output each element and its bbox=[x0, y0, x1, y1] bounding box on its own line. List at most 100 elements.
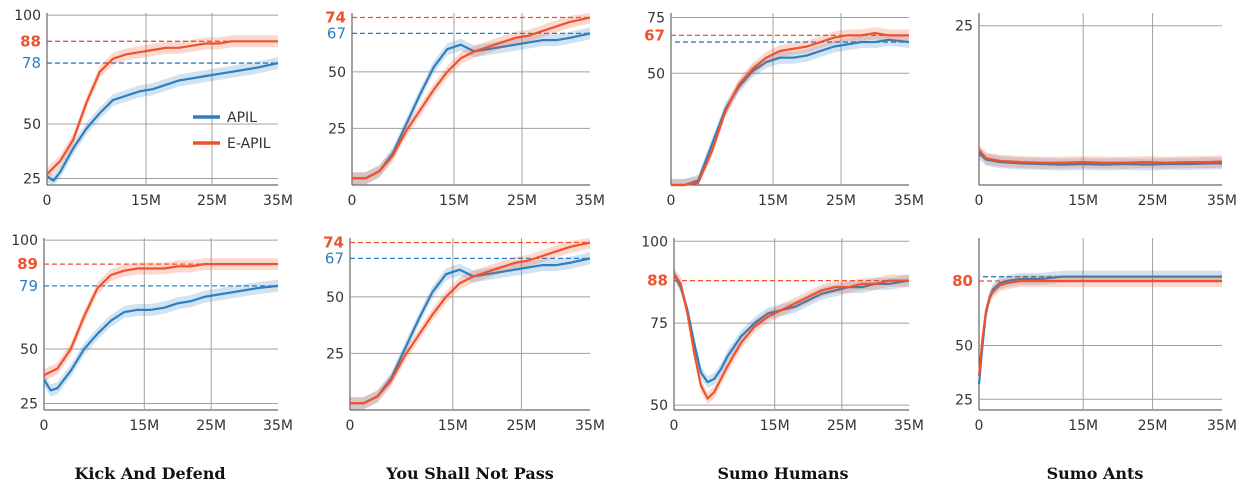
chart-panel-4: 25 0 15M 25M 35M bbox=[955, 13, 1237, 209]
x-tick-label: 15M bbox=[1068, 193, 1098, 209]
y-tick-label: 75 bbox=[650, 316, 668, 332]
x-tick-label: 15M bbox=[758, 193, 788, 209]
chart-panel-1: 25 50 100 0 15M 25M 35M 88 78 APIL E-APIL bbox=[14, 8, 293, 209]
y-tick-label: 50 bbox=[650, 398, 668, 414]
x-tick-label: 15M bbox=[760, 418, 790, 434]
y-tick-label: 50 bbox=[647, 66, 665, 82]
ref-line-label: 89 bbox=[17, 255, 38, 273]
series-line-e-apil bbox=[43, 263, 278, 377]
x-tick-label: 15M bbox=[131, 193, 161, 209]
x-tick-label: 25M bbox=[827, 418, 857, 434]
y-tick-label: 75 bbox=[647, 10, 665, 26]
ref-line-label: 74 bbox=[323, 234, 344, 252]
x-tick-label: 35M bbox=[263, 418, 293, 434]
series-line-apil bbox=[350, 257, 591, 405]
x-tick-label: 25M bbox=[506, 418, 536, 434]
y-tick-label: 25 bbox=[326, 346, 344, 362]
y-tick-label: 50 bbox=[328, 65, 346, 81]
series-line-apil bbox=[46, 62, 279, 182]
band-e-apil bbox=[350, 238, 590, 410]
series-line-apil bbox=[43, 284, 279, 392]
ref-line-label: 67 bbox=[325, 249, 344, 267]
y-tick-label: 50 bbox=[20, 342, 38, 358]
ref-line-label: 74 bbox=[325, 9, 346, 27]
x-tick-label: 15M bbox=[438, 418, 468, 434]
series-line-e-apil bbox=[977, 279, 1222, 376]
column-title-kick-and-defend: Kick And Defend bbox=[74, 464, 226, 483]
x-tick-label: 25M bbox=[826, 193, 856, 209]
ref-line-label: 88 bbox=[647, 272, 668, 290]
x-tick-label: 0 bbox=[348, 193, 357, 209]
y-tick-label: 25 bbox=[20, 396, 38, 412]
x-tick-label: 0 bbox=[43, 193, 52, 209]
x-tick-label: 25M bbox=[1138, 193, 1168, 209]
y-tick-label: 25 bbox=[328, 121, 346, 137]
x-tick-label: 35M bbox=[575, 193, 605, 209]
band-e-apil bbox=[47, 35, 278, 181]
series-line-e-apil bbox=[352, 16, 591, 180]
chart-panel-3: 50 75 0 15M 25M 35M 67 bbox=[644, 10, 924, 209]
series-line-e-apil bbox=[350, 241, 591, 405]
series-line-apil bbox=[978, 152, 1222, 166]
legend-label: APIL bbox=[227, 110, 257, 126]
ref-line-label: 80 bbox=[952, 272, 973, 290]
series-line-e-apil bbox=[978, 149, 1223, 164]
y-tick-label: 50 bbox=[326, 290, 344, 306]
y-tick-label: 100 bbox=[14, 8, 41, 24]
ref-line-label: 78 bbox=[22, 54, 41, 72]
x-tick-label: 25M bbox=[507, 193, 537, 209]
band-e-apil bbox=[44, 258, 278, 382]
chart-panel-5: 25 50 100 0 15M 25M 35M 89 79 bbox=[11, 233, 293, 434]
series-line-e-apil bbox=[671, 32, 909, 187]
band-apil bbox=[44, 279, 278, 397]
y-tick-label: 25 bbox=[955, 392, 973, 408]
x-tick-label: 35M bbox=[1207, 418, 1237, 434]
band-e-apil bbox=[979, 274, 1222, 382]
y-tick-label: 25 bbox=[23, 171, 41, 187]
x-tick-label: 0 bbox=[667, 193, 676, 209]
x-tick-label: 35M bbox=[894, 418, 924, 434]
x-tick-label: 0 bbox=[670, 418, 679, 434]
band-apil bbox=[674, 268, 909, 389]
band-apil bbox=[979, 270, 1222, 391]
series-line-apil bbox=[352, 32, 591, 180]
series-line-apil bbox=[671, 38, 910, 187]
series-line-apil bbox=[673, 273, 910, 384]
band-apil bbox=[352, 27, 590, 185]
x-tick-label: 0 bbox=[40, 418, 49, 434]
x-tick-label: 25M bbox=[196, 418, 226, 434]
y-tick-label: 25 bbox=[955, 19, 973, 35]
x-tick-label: 35M bbox=[263, 193, 293, 209]
x-tick-label: 0 bbox=[975, 193, 984, 209]
legend-label: E-APIL bbox=[227, 136, 271, 152]
ref-line-label: 67 bbox=[327, 24, 346, 42]
x-tick-label: 25M bbox=[197, 193, 227, 209]
band-apil bbox=[350, 252, 590, 410]
x-tick-label: 0 bbox=[346, 418, 355, 434]
x-tick-label: 15M bbox=[129, 418, 159, 434]
column-title-you-shall-not-pass: You Shall Not Pass bbox=[386, 464, 554, 483]
x-tick-label: 35M bbox=[1207, 193, 1237, 209]
series-line-e-apil bbox=[673, 273, 909, 400]
series-line-e-apil bbox=[46, 40, 278, 175]
band-e-apil bbox=[352, 13, 590, 185]
y-tick-label: 50 bbox=[23, 117, 41, 133]
series-line-apil bbox=[977, 275, 1222, 385]
x-tick-label: 15M bbox=[1068, 418, 1098, 434]
y-tick-label: 50 bbox=[955, 339, 973, 355]
chart-panel-8: 25 50 0 15M 25M 35M 80 bbox=[952, 238, 1237, 434]
y-tick-label: 100 bbox=[11, 233, 38, 249]
ref-line-label: 67 bbox=[644, 26, 665, 44]
x-tick-label: 25M bbox=[1138, 418, 1168, 434]
ref-line-label: 88 bbox=[20, 32, 41, 50]
y-tick-label: 100 bbox=[641, 234, 668, 250]
x-tick-label: 0 bbox=[975, 418, 984, 434]
column-title-sumo-humans: Sumo Humans bbox=[717, 464, 849, 483]
x-tick-label: 15M bbox=[439, 193, 469, 209]
x-tick-label: 35M bbox=[894, 193, 924, 209]
chart-panel-7: 50 75 100 0 15M 25M 35M 88 bbox=[641, 234, 924, 434]
ref-line-label: 79 bbox=[19, 277, 38, 295]
